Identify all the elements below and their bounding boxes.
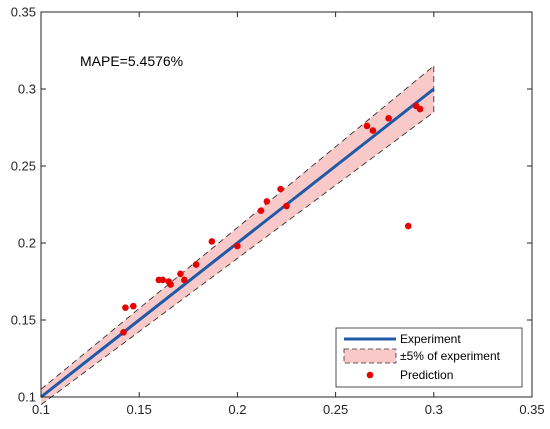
prediction-point (263, 198, 271, 205)
band-upper-edge (40, 65, 435, 390)
x-tick-label: 0.1 (32, 402, 50, 417)
prediction-point (181, 276, 188, 284)
prediction-point (234, 242, 241, 250)
legend: Experiment ±5% of experiment Prediction (335, 327, 523, 388)
prediction-point (177, 270, 184, 278)
prediction-point (385, 114, 392, 122)
axes-box (40, 11, 533, 398)
ticks: 0.1 0.15 0.2 0.25 0.3 0.35 0.1 0.15 0.2 0.25 0.3 0.… (11, 5, 545, 418)
y-tick-label: 0.3 (18, 82, 36, 97)
prediction-point (130, 302, 137, 310)
x-tick-label: 0.35 (519, 402, 544, 417)
prediction-point (404, 222, 412, 230)
prediction-point (257, 207, 265, 214)
mape-annotation: MAPE=5.4576% (80, 53, 183, 69)
prediction-point (369, 127, 377, 134)
x-tick-label: 0.3 (425, 402, 443, 417)
y-tick-label: 0.1 (18, 390, 36, 405)
prediction-point (363, 122, 371, 130)
prediction-point (159, 276, 167, 284)
y-tick-label: 0.25 (11, 159, 36, 174)
band-lower-edge (40, 111, 435, 406)
prediction-point (120, 329, 127, 336)
x-tick-label: 0.15 (127, 402, 152, 417)
legend-prediction-label: Prediction (400, 368, 453, 382)
legend-experiment-label: Experiment (400, 332, 461, 346)
y-tick-label: 0.15 (11, 313, 36, 328)
x-tick-label: 0.25 (323, 402, 348, 417)
x-tick-label: 0.2 (228, 402, 246, 417)
y-tick-label: 0.35 (11, 5, 36, 20)
prediction-point (283, 202, 290, 210)
prediction-point (208, 238, 216, 245)
legend-prediction-swatch (366, 371, 374, 379)
prediction-point (167, 281, 174, 288)
plot-area (40, 65, 435, 406)
y-tick-label: 0.2 (18, 236, 36, 251)
prediction-point (277, 185, 284, 193)
prediction-point (122, 304, 129, 311)
legend-band-label: ±5% of experiment (400, 349, 501, 363)
prediction-point (416, 105, 424, 113)
prediction-point (192, 261, 200, 268)
legend-band-swatch (343, 348, 397, 364)
